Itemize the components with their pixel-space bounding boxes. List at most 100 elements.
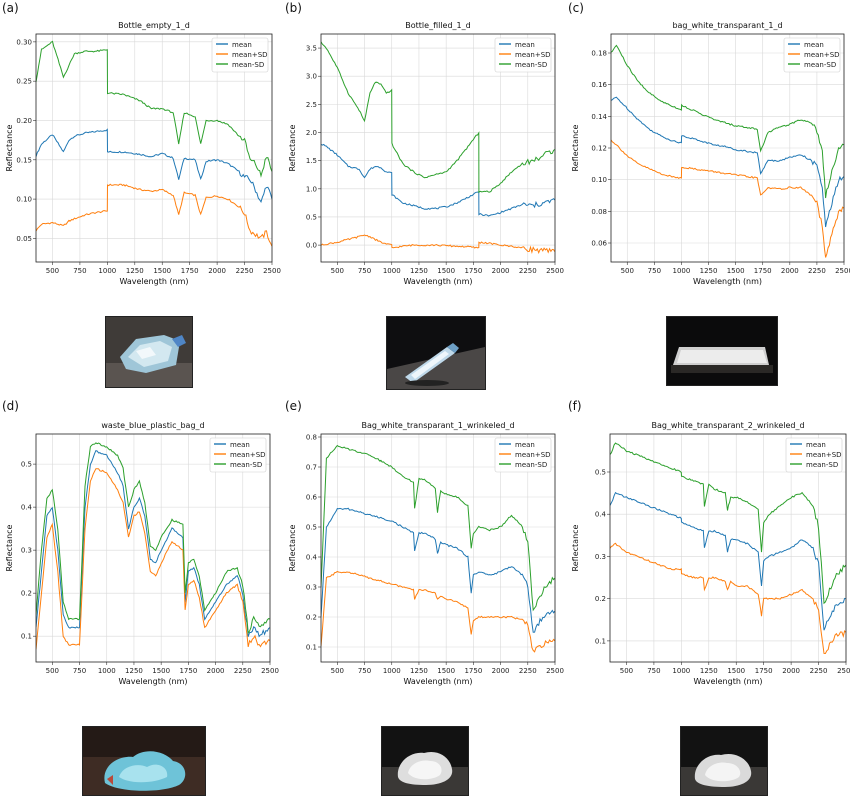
x-tick-label: 1250 bbox=[700, 667, 718, 675]
series-line-meanplusSD bbox=[321, 570, 555, 653]
photo-bag-white bbox=[666, 316, 778, 386]
panel-e: (e) Bag_white_transparant_1_wrinkeled_d 50… bbox=[283, 398, 566, 796]
legend-label: mean-SD bbox=[804, 61, 836, 69]
x-axis-label: Wavelength (nm) bbox=[118, 677, 187, 686]
x-tick-label: 500 bbox=[46, 667, 59, 675]
x-tick-label: 1750 bbox=[755, 667, 773, 675]
x-tick-label: 1000 bbox=[98, 667, 116, 675]
series-line-meanplusSD bbox=[611, 139, 844, 258]
legend-label: mean bbox=[515, 441, 535, 449]
y-tick-label: 2.0 bbox=[306, 129, 317, 137]
y-tick-label: 0.2 bbox=[21, 590, 32, 598]
x-tick-label: 1000 bbox=[383, 267, 401, 275]
y-tick-label: 0.1 bbox=[306, 644, 317, 652]
series-line-meanplusSD bbox=[36, 468, 270, 650]
plot-frame bbox=[610, 33, 845, 263]
y-tick-label: 0.2 bbox=[306, 614, 317, 622]
y-tick-label: 0.2 bbox=[595, 595, 606, 603]
y-tick-label: 0.25 bbox=[16, 78, 32, 86]
panel-b: (b) Bottle_filled_1_d 500 750 1000 1250 1500 17… bbox=[283, 0, 566, 398]
legend-label: mean bbox=[515, 41, 535, 49]
y-tick-label: 0.4 bbox=[306, 554, 318, 562]
x-tick-label: 2500 bbox=[261, 667, 279, 675]
series-line-meanminusSD bbox=[36, 40, 272, 178]
y-tick-label: 3.0 bbox=[306, 73, 317, 81]
series-line-meanminusSD bbox=[321, 444, 555, 612]
x-tick-label: 1500 bbox=[437, 267, 455, 275]
y-axis-label: Reflectance bbox=[5, 124, 14, 171]
plot-frame bbox=[320, 33, 556, 263]
series-line-meanminusSD bbox=[321, 41, 555, 194]
y-tick-label: 0.05 bbox=[16, 235, 32, 243]
x-tick-label: 2250 bbox=[810, 667, 828, 675]
photo-blue-bag bbox=[82, 726, 206, 796]
chart-title: Bag_white_transparant_1_wrinkeled_d bbox=[361, 421, 514, 430]
legend-label: mean-SD bbox=[232, 61, 264, 69]
photo-bottle-empty bbox=[105, 316, 193, 388]
y-tick-label: 0.7 bbox=[306, 464, 317, 472]
x-tick-label: 2250 bbox=[519, 267, 537, 275]
chart-title: Bottle_filled_1_d bbox=[405, 21, 470, 30]
chart-e: (e) Bag_white_transparant_1_wrinkeled_d 50… bbox=[285, 399, 564, 686]
x-tick-label: 1250 bbox=[700, 267, 718, 275]
x-tick-label: 2500 bbox=[837, 667, 850, 675]
plot-frame bbox=[35, 433, 271, 663]
x-tick-label: 1750 bbox=[181, 267, 199, 275]
x-tick-label: 500 bbox=[331, 667, 344, 675]
x-tick-label: 2500 bbox=[546, 267, 564, 275]
x-tick-label: 1750 bbox=[464, 667, 482, 675]
series-line-mean bbox=[610, 491, 846, 631]
legend-label: mean bbox=[230, 441, 250, 449]
y-axis-label: Reflectance bbox=[288, 524, 297, 571]
x-tick-label: 1750 bbox=[754, 267, 772, 275]
x-tick-label: 1500 bbox=[727, 267, 745, 275]
x-tick-label: 2000 bbox=[492, 267, 510, 275]
y-axis-label: Reflectance bbox=[5, 524, 14, 571]
y-tick-label: 0.30 bbox=[16, 38, 32, 46]
x-tick-label: 500 bbox=[620, 667, 633, 675]
series-line-mean bbox=[36, 449, 270, 638]
x-tick-label: 1500 bbox=[152, 667, 170, 675]
y-tick-label: 0.08 bbox=[591, 208, 607, 216]
x-tick-label: 2000 bbox=[208, 267, 226, 275]
x-tick-label: 2250 bbox=[236, 267, 254, 275]
x-tick-label: 2500 bbox=[546, 667, 564, 675]
x-axis-label: Wavelength (nm) bbox=[693, 677, 762, 686]
x-tick-label: 500 bbox=[621, 267, 634, 275]
x-tick-label: 750 bbox=[73, 267, 86, 275]
y-tick-label: 0.18 bbox=[591, 50, 607, 58]
panel-f: (f) Bag_white_transparant_2_wrinkeled_d 50… bbox=[566, 398, 850, 796]
legend-label: mean+SD bbox=[232, 51, 268, 59]
y-tick-label: 0.8 bbox=[306, 434, 317, 442]
x-axis-label: Wavelength (nm) bbox=[403, 277, 472, 286]
x-tick-label: 2500 bbox=[835, 267, 850, 275]
series-line-mean bbox=[611, 96, 844, 228]
photo-wrinkled-bag-1 bbox=[381, 726, 469, 796]
series-line-mean bbox=[36, 128, 272, 203]
x-tick-label: 1000 bbox=[383, 667, 401, 675]
x-axis-label: Wavelength (nm) bbox=[693, 277, 762, 286]
legend-label: mean bbox=[804, 41, 824, 49]
y-tick-label: 0.4 bbox=[21, 504, 33, 512]
y-tick-label: 0.14 bbox=[591, 113, 607, 121]
x-tick-label: 2000 bbox=[782, 667, 800, 675]
series-line-meanminusSD bbox=[611, 44, 844, 199]
y-tick-label: 3.5 bbox=[306, 45, 317, 53]
x-tick-label: 750 bbox=[358, 667, 371, 675]
y-tick-label: 0.16 bbox=[591, 81, 607, 89]
y-tick-label: 0.12 bbox=[591, 145, 607, 153]
plot-frame bbox=[609, 433, 847, 663]
y-tick-label: 0.3 bbox=[21, 547, 32, 555]
series-line-mean bbox=[321, 507, 555, 633]
chart-f: (f) Bag_white_transparant_2_wrinkeled_d 50… bbox=[568, 399, 850, 686]
y-tick-label: 0.1 bbox=[595, 637, 606, 645]
x-tick-label: 2000 bbox=[492, 667, 510, 675]
x-tick-label: 2250 bbox=[519, 667, 537, 675]
chart-title: Bag_white_transparant_2_wrinkeled_d bbox=[651, 421, 804, 430]
x-tick-label: 500 bbox=[46, 267, 59, 275]
x-tick-label: 1250 bbox=[410, 267, 428, 275]
chart-title: waste_blue_plastic_bag_d bbox=[101, 421, 204, 430]
y-tick-label: 0.06 bbox=[591, 240, 607, 248]
y-tick-label: 0.20 bbox=[16, 117, 32, 125]
x-tick-label: 750 bbox=[73, 667, 86, 675]
